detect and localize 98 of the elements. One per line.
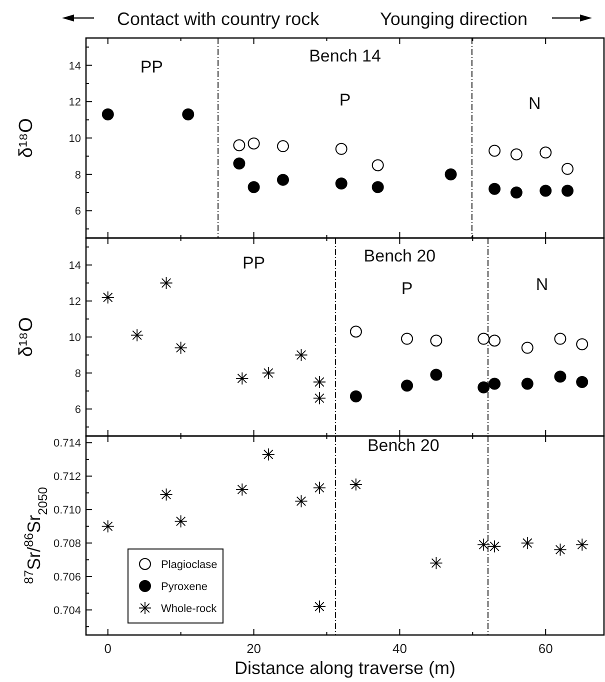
point [430,556,443,570]
annotation: Bench 14 [309,46,381,66]
point [510,148,522,160]
point [576,376,588,388]
point [294,348,308,362]
point [248,137,260,150]
point [236,372,249,385]
y-tick-label: 10 [68,133,81,145]
point [349,478,362,491]
point [182,108,194,120]
point [248,181,260,194]
point [101,290,114,304]
y-tick-label: 8 [74,368,81,380]
legend-label: Plagioclase [161,559,218,571]
point [312,481,326,494]
point [576,338,588,350]
y-tick-label: 12 [68,96,81,109]
x-axis-title: Distance along traverse (m) [234,658,456,678]
point [488,540,502,553]
y-tick-label: 14 [68,60,81,72]
point [401,380,414,392]
point [350,326,362,338]
point [554,370,566,383]
x-tick-label: 0 [104,641,112,656]
point [478,332,490,345]
y-tick-label: 0.714 [53,438,81,450]
annotation: N [536,275,548,294]
y-tick-label: 6 [74,206,81,218]
legend-label: Pyroxene [161,581,208,593]
annotation: PP [242,254,266,273]
point [350,390,362,402]
point [262,448,275,461]
point [562,184,574,197]
annotation: P [339,90,351,110]
x-tick-label: 60 [538,641,553,656]
point [262,366,275,380]
point [540,146,552,159]
point [312,392,326,405]
y-tick-label: 8 [74,169,81,182]
point [554,332,566,345]
point [101,520,114,533]
point [174,341,188,354]
point [276,174,289,186]
annotation: Bench 20 [364,246,436,266]
y-tick-label: 0.704 [53,604,81,617]
point [562,162,574,175]
point [312,600,326,614]
y-tick-label: 0.708 [53,538,81,550]
point [540,184,552,197]
annotation: Bench 20 [367,436,440,456]
y-axis-title: δ¹⁸O [16,317,37,357]
point [372,181,384,194]
annotation: N [528,94,541,113]
y-tick-label: 14 [68,260,81,272]
text: Younging direction [380,9,528,29]
point [521,378,534,390]
point [276,140,289,152]
point [102,108,114,120]
y-tick-label: 0.706 [53,571,81,584]
x-tick-label: 40 [392,641,407,656]
point [576,538,589,552]
y-axis-title: δ¹⁸O [16,118,37,158]
point [488,182,501,195]
y-tick-label: 10 [68,332,81,344]
point [130,328,144,342]
point [444,168,457,180]
point [401,332,414,345]
annotation: PP [140,58,164,77]
y-tick-label: 0.712 [53,471,81,484]
y-tick-label: 12 [68,296,81,308]
point [160,276,173,290]
x-tick-label: 20 [246,641,262,656]
point [521,342,534,354]
point [160,488,173,502]
point [430,368,442,381]
point [312,376,326,388]
point [174,514,188,528]
point [478,381,490,394]
point [335,177,348,190]
point [520,536,534,550]
text: Contact with country rock [117,9,320,29]
point [477,538,490,552]
point [236,483,249,496]
point [430,334,442,347]
y-tick-label: 0.710 [53,504,81,517]
point [488,144,501,157]
point [488,378,501,390]
annotation: P [401,278,413,298]
point [488,334,501,347]
point [233,157,246,170]
legend-label: Whole-rock [161,603,218,615]
y-tick-label: 6 [74,404,81,416]
point [372,159,384,172]
point [510,186,522,199]
point [294,494,308,508]
point [335,142,348,155]
point [233,139,246,152]
point [554,543,567,556]
